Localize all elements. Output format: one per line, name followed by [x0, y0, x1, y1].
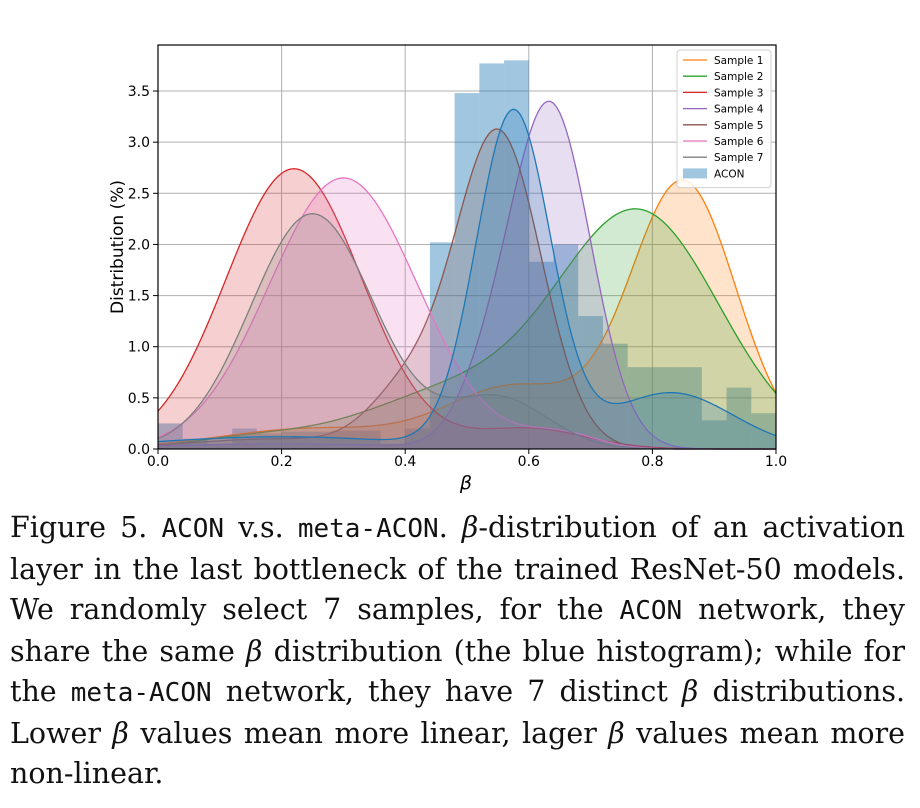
- caption-acon-2: ACON: [619, 596, 683, 626]
- caption-period: .: [438, 511, 462, 544]
- caption-text-1: -distribution of an activation layer in …: [10, 511, 906, 626]
- legend-label: Sample 4: [714, 104, 764, 116]
- caption-beta-4: β: [112, 716, 129, 750]
- y-axis-label: Distribution (%): [108, 180, 128, 314]
- histogram-bar: [701, 420, 727, 449]
- x-tick-label: 1.0: [765, 454, 787, 470]
- y-axis-ticks: 0.0 0.5 1.0 1.5 2.0 2.5 3.0 3.5: [128, 84, 158, 458]
- caption-label: Figure 5.: [10, 511, 148, 544]
- x-tick-label: 0.4: [394, 454, 416, 470]
- sample-line: [157, 108, 777, 443]
- histogram-bar: [380, 443, 406, 449]
- caption-beta-2: β: [246, 634, 263, 668]
- legend-label: Sample 1: [714, 55, 763, 67]
- y-tick-label: 1.0: [128, 340, 150, 356]
- x-tick-label: 0.6: [518, 454, 540, 470]
- caption-vs: v.s.: [224, 511, 298, 544]
- histogram-bar: [281, 431, 307, 449]
- legend-swatch: [683, 168, 707, 179]
- figure-caption: Figure 5. ACON v.s. meta-ACON. β-distrib…: [10, 508, 905, 795]
- sample-area: [158, 177, 776, 449]
- histogram-bar: [182, 438, 208, 449]
- caption-text-5: distributions. Lower: [10, 675, 905, 750]
- sample-curves: [157, 100, 777, 450]
- legend-label: Sample 5: [714, 120, 763, 132]
- sample-area: [158, 101, 776, 449]
- sample-area: [158, 109, 776, 449]
- histogram-bar: [553, 244, 579, 449]
- legend: Sample 1 Sample 2 Sample 3 Sample 4 Sample 5…: [676, 49, 772, 189]
- caption-beta-3: β: [681, 675, 699, 708]
- histogram-bar: [627, 367, 653, 449]
- histogram-bar: [652, 367, 678, 449]
- legend-label: Sample 7: [714, 152, 763, 164]
- x-axis-ticks: 0.0 0.2 0.4 0.6 0.8 1.0: [147, 449, 787, 470]
- caption-text-7: values mean more non-linear.: [10, 716, 905, 791]
- legend-label: Sample 3: [714, 87, 763, 99]
- y-tick-label: 3.5: [128, 84, 150, 100]
- x-tick-label: 0.0: [147, 454, 169, 470]
- caption-beta: β: [461, 511, 479, 544]
- x-tick-label: 0.2: [270, 454, 292, 470]
- sample-line: [157, 100, 776, 450]
- caption-text-3: distribution (the blue histogram); while…: [10, 634, 905, 709]
- y-tick-label: 2.5: [128, 186, 150, 202]
- sample-area: [158, 180, 776, 450]
- legend-label: Sample 2: [714, 71, 763, 83]
- caption-text-6: values mean more linear, lager: [128, 716, 609, 750]
- y-tick-label: 3.0: [128, 135, 150, 151]
- histogram-bar: [454, 93, 480, 449]
- y-tick-label: 0.0: [128, 442, 150, 458]
- caption-meta-acon: meta-ACON: [297, 514, 439, 544]
- y-tick-label: 0.5: [128, 391, 150, 407]
- y-tick-label: 1.5: [128, 289, 150, 305]
- distribution-figure: 0.0 0.2 0.4 0.6 0.8 1.0 0.0 0.5 1.0 1.5 2.0 2.5 3.0…: [108, 44, 787, 494]
- plot-frame: [157, 44, 777, 450]
- sample-line: [157, 208, 777, 446]
- sample-area: [158, 168, 776, 449]
- x-tick-label: 0.8: [641, 454, 663, 470]
- histogram-bar: [602, 343, 628, 449]
- histogram-bar: [677, 367, 702, 449]
- y-tick-label: 2.0: [128, 237, 150, 253]
- x-axis-label: β: [459, 472, 472, 494]
- legend-box: [676, 49, 772, 189]
- caption-text-4: network, they have 7 distinct: [211, 675, 682, 708]
- legend-label: Sample 6: [714, 136, 764, 148]
- caption-meta-acon-2: meta-ACON: [70, 678, 212, 708]
- legend-label: ACON: [714, 168, 744, 180]
- caption-beta-5: β: [608, 716, 625, 750]
- caption-text-2: network, they share the same: [10, 593, 905, 668]
- histogram-bar: [207, 443, 233, 449]
- histogram-bar: [578, 316, 603, 449]
- sample-area: [158, 208, 776, 449]
- caption-acon: ACON: [161, 514, 225, 544]
- sample-area: [158, 213, 776, 449]
